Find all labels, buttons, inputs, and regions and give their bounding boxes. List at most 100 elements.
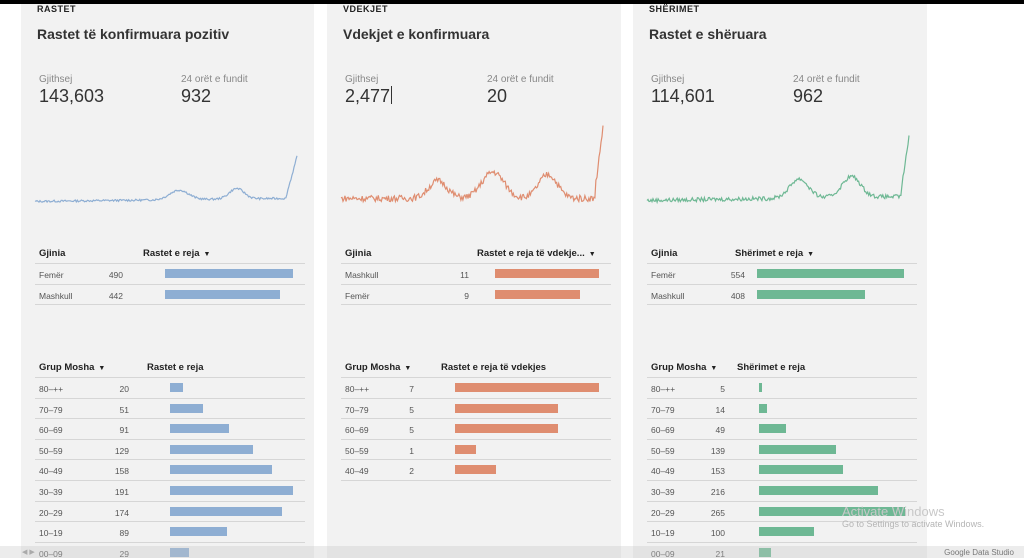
gender-row: Mashkull 442: [35, 285, 305, 306]
total-label: Gjithsej: [345, 74, 379, 85]
age-label: 30–39: [39, 486, 63, 497]
age-row: 20–29 174: [35, 502, 305, 523]
age-value: 5: [720, 384, 725, 394]
age-row: 50–59 1: [341, 440, 611, 461]
total-value: 2,477: [345, 86, 393, 107]
age-group-table: Grup Mosha ▼ Shërimet e reja 80–++ 5 70–79 14 6…: [647, 356, 917, 558]
age-group-column-header[interactable]: Grup Mosha ▼: [651, 362, 717, 373]
age-label: 20–29: [651, 507, 675, 518]
gender-row: Femër 490: [35, 264, 305, 285]
gender-column-header[interactable]: Gjinia: [39, 248, 66, 259]
age-value: 5: [409, 425, 414, 436]
trend-sparkline[interactable]: [340, 124, 607, 206]
last24-label: 24 orët e fundit: [487, 74, 554, 85]
gender-value-column-header[interactable]: Rastet e reja ▼: [143, 248, 210, 259]
section-label: RASTET: [37, 4, 76, 14]
age-group-header-text: Grup Mosha: [39, 362, 95, 373]
age-value: 174: [114, 507, 129, 518]
age-row: 60–69 49: [647, 419, 917, 440]
age-bar: [759, 547, 771, 557]
age-row: 10–19 100: [647, 522, 917, 543]
last24-value: 932: [181, 86, 212, 106]
age-label: 10–19: [651, 528, 675, 539]
age-value: 265: [710, 507, 725, 518]
age-bar: [759, 444, 836, 454]
sort-desc-icon: ▼: [203, 251, 211, 258]
age-label: 50–59: [345, 445, 369, 456]
age-group-column-header[interactable]: Grup Mosha ▼: [39, 362, 105, 373]
section-label: SHËRIMET: [649, 4, 700, 14]
total-value-text: 114,601: [651, 86, 715, 106]
sparkline-series: [34, 155, 298, 204]
age-label: 40–49: [651, 466, 675, 477]
section-label: VDEKJET: [343, 4, 389, 14]
gender-label: Mashkull: [39, 290, 73, 301]
age-bar: [759, 424, 786, 434]
last24-label: 24 orët e fundit: [793, 74, 860, 85]
age-value: 129: [114, 445, 129, 456]
gender-row: Femër 554: [647, 264, 917, 285]
age-bar: [455, 465, 497, 475]
gender-value-column-header[interactable]: Shërimet e reja ▼: [735, 248, 814, 259]
age-row: 50–59 139: [647, 440, 917, 461]
age-bar: [759, 506, 905, 516]
age-row: 00–09 29: [35, 543, 305, 558]
age-bar: [759, 403, 767, 413]
panel-cases: RASTET Rastet të konfirmuara pozitiv Gjith…: [21, 4, 314, 558]
age-value-column-header[interactable]: Rastet e reja: [147, 362, 204, 373]
age-row: 80–++ 5: [647, 378, 917, 399]
gender-bar: [757, 289, 866, 299]
age-label: 80–++: [345, 384, 370, 394]
gender-column-header[interactable]: Gjinia: [651, 248, 678, 259]
data-studio-brand[interactable]: Google Data Studio: [944, 548, 1014, 557]
age-value-column-header[interactable]: Shërimet e reja: [737, 362, 806, 373]
trend-sparkline[interactable]: [646, 124, 913, 206]
gender-value: 554: [730, 270, 745, 280]
age-bar: [759, 485, 878, 495]
gender-column-header[interactable]: Gjinia: [345, 248, 372, 259]
gender-label: Femër: [39, 270, 64, 280]
trend-sparkline[interactable]: [34, 124, 301, 206]
age-bar: [759, 465, 844, 475]
gender-label: Femër: [345, 290, 370, 301]
age-row: 50–59 129: [35, 440, 305, 461]
age-value-column-header[interactable]: Rastet e reja të vdekjes: [441, 362, 547, 373]
sort-desc-icon: ▼: [710, 365, 718, 372]
age-label: 40–49: [39, 466, 63, 477]
age-value: 158: [114, 466, 129, 477]
age-row: 30–39 216: [647, 481, 917, 502]
age-label: 00–09: [651, 548, 675, 558]
gender-value: 408: [730, 290, 745, 301]
total-value-text: 2,477: [345, 86, 391, 106]
gender-table-header: Gjinia Shërimet e reja ▼: [647, 242, 917, 264]
age-label: 10–19: [39, 528, 63, 539]
age-label: 60–69: [39, 425, 63, 436]
last24-value: 20: [487, 86, 508, 106]
age-value: 51: [119, 404, 129, 415]
windows-activation-subtitle: Go to Settings to activate Windows.: [842, 519, 985, 529]
age-row: 30–39 191: [35, 481, 305, 502]
age-label: 40–49: [345, 466, 369, 477]
gender-value-header-text: Shërimet e reja: [735, 248, 804, 259]
age-group-column-header[interactable]: Grup Mosha ▼: [345, 362, 411, 373]
age-bar: [170, 506, 283, 516]
gender-table-header: Gjinia Rastet e reja ▼: [35, 242, 305, 264]
age-bar: [170, 547, 189, 557]
top-border: [0, 0, 1024, 4]
text-cursor: [391, 86, 393, 104]
gender-value-column-header[interactable]: Rastet e reja të vdekje... ▼: [477, 248, 596, 259]
total-label: Gjithsej: [651, 74, 685, 85]
age-bar: [455, 424, 558, 434]
page-nav-controls[interactable]: ◀ ▶: [22, 549, 35, 556]
age-bar: [170, 403, 203, 413]
gender-value: 11: [460, 270, 469, 280]
gender-table: Gjinia Shërimet e reja ▼ Femër 554 Mashkull 40…: [647, 242, 917, 306]
age-row: 80–++ 20: [35, 378, 305, 399]
age-value: 153: [710, 466, 725, 477]
gender-value-header-text: Rastet e reja: [143, 248, 200, 259]
age-row: 70–79 14: [647, 399, 917, 420]
age-label: 60–69: [345, 425, 369, 436]
gender-label: Mashkull: [345, 270, 379, 280]
gender-row: Mashkull 408: [647, 285, 917, 306]
age-row: 60–69 91: [35, 419, 305, 440]
